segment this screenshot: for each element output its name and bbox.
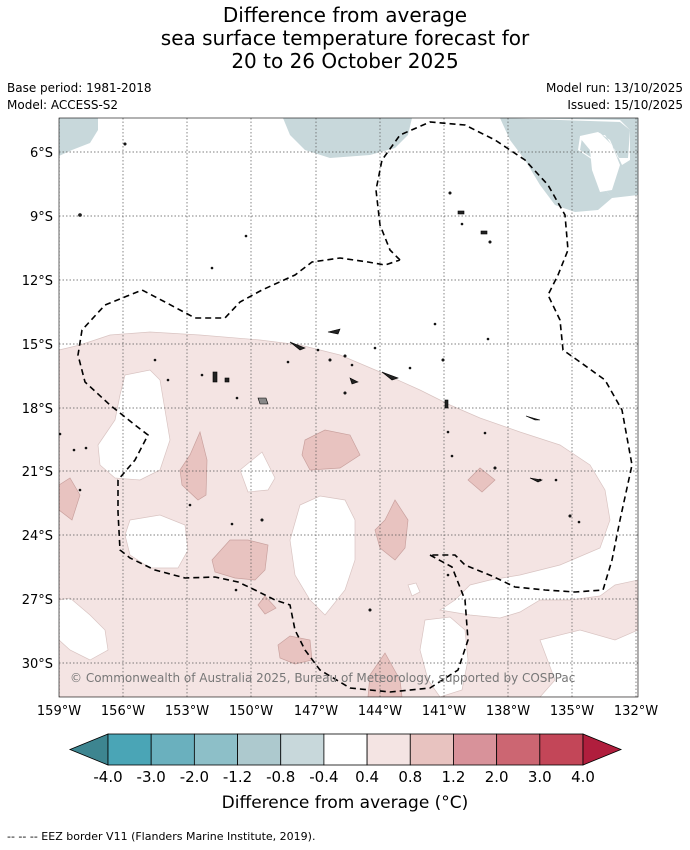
title-line-2: sea surface temperature forecast for — [160, 26, 530, 50]
colorbar-tick-label: 3.0 — [528, 768, 552, 786]
lat-tick-label: 9°S — [30, 210, 53, 225]
cool-hole — [580, 133, 620, 192]
colorbar-segment — [323, 733, 368, 766]
colorbar-tick-label: -0.8 — [266, 768, 295, 786]
eez-legend-note: -- -- -- EEZ border V11 (Flanders Marine… — [7, 830, 316, 843]
colorbar-tick-label: 1.2 — [442, 768, 466, 786]
lat-tick-label: 30°S — [22, 657, 53, 672]
map-frame — [58, 117, 639, 698]
anomaly-patch-1 — [301, 429, 361, 471]
colorbar-segment — [280, 733, 325, 766]
colorbar-segment — [539, 733, 584, 766]
lon-tick-label: 150°W — [229, 704, 273, 719]
lat-tick-label: 12°S — [22, 274, 53, 289]
lon-tick-label: 156°W — [101, 704, 145, 719]
model-run: Model run: 13/10/2025 — [545, 81, 683, 95]
neutral-pocket-4 — [124, 514, 189, 569]
meta-left: Base period: 1981-2018 Model: ACCESS-S2 — [7, 80, 152, 114]
lat-labels: 6°S 9°S 12°S 15°S 18°S 21°S 24°S 27°S 30… — [22, 146, 53, 672]
sst-anomaly-map: © Commonwealth of Australia 2025, Bureau… — [22, 117, 658, 786]
anomaly-patch-9 — [367, 652, 403, 697]
colorbar-tick-label: -2.0 — [180, 768, 209, 786]
lon-tick-label: 138°W — [486, 704, 530, 719]
anomaly-patch-5 — [59, 477, 81, 521]
anomaly-patch-6 — [467, 467, 496, 493]
colorbar-tick-label: -1.2 — [223, 768, 252, 786]
lon-tick-label: 153°W — [165, 704, 209, 719]
colorbar-extend-low — [68, 733, 109, 766]
colorbar-title: Difference from average (°C) — [221, 793, 469, 813]
colorbar-segment — [107, 733, 152, 766]
lon-tick-label: 141°W — [422, 704, 466, 719]
title-line-1: Difference from average — [222, 3, 468, 27]
colorbar-tick-label: -0.4 — [309, 768, 338, 786]
colorbar-tick-label: 2.0 — [485, 768, 509, 786]
map-title: Difference from average sea surface temp… — [0, 4, 690, 73]
issued-date: Issued: 15/10/2025 — [567, 98, 683, 112]
islands — [59, 142, 581, 612]
lon-tick-label: 159°W — [37, 704, 81, 719]
lat-tick-label: 24°S — [22, 529, 53, 544]
title-line-3: 20 to 26 October 2025 — [231, 49, 459, 73]
model-name: Model: ACCESS-S2 — [7, 98, 119, 112]
eez-border — [77, 121, 633, 693]
meta-right: Model run: 13/10/2025 Issued: 15/10/2025 — [546, 80, 683, 114]
lat-tick-label: 6°S — [30, 146, 53, 161]
colorbar-tick-label: 4.0 — [571, 768, 595, 786]
colorbar-labels: -4.0 -3.0 -2.0 -1.2 -0.8 -0.4 0.4 0.8 1.2 2.0 3.0 4… — [93, 768, 595, 786]
lon-tick-label: 147°W — [294, 704, 338, 719]
colorbar-extend-high — [582, 733, 623, 766]
colorbar — [68, 733, 623, 766]
anomaly-field-cool-n — [283, 118, 412, 158]
colorbar-segment — [453, 733, 498, 766]
colorbar-tick-label: -4.0 — [93, 768, 122, 786]
neutral-pocket-7 — [407, 582, 421, 597]
neutral-pocket-5 — [59, 597, 109, 661]
base-period: Base period: 1981-2018 — [7, 81, 152, 95]
neutral-pocket-3 — [289, 495, 356, 616]
neutral-pocket-1 — [97, 369, 171, 481]
copyright-notice: © Commonwealth of Australia 2025, Bureau… — [70, 671, 575, 685]
colorbar-segment — [193, 733, 238, 766]
lat-tick-label: 27°S — [22, 593, 53, 608]
colorbar-tick-label: 0.8 — [398, 768, 422, 786]
colorbar-segment — [409, 733, 454, 766]
anomaly-patch-4 — [211, 539, 269, 581]
colorbar-tick-label: -3.0 — [137, 768, 166, 786]
colorbar-segment — [496, 733, 541, 766]
anomaly-field-cool-nw — [59, 118, 98, 156]
colorbar-tick-label: 0.4 — [355, 768, 379, 786]
lat-tick-label: 15°S — [22, 338, 53, 353]
lon-tick-label: 135°W — [550, 704, 594, 719]
colorbar-segment — [237, 733, 282, 766]
colorbar-segment — [150, 733, 195, 766]
map-fields — [59, 118, 638, 697]
lon-labels: 159°W 156°W 153°W 150°W 147°W 144°W 141°… — [37, 704, 658, 719]
neutral-pocket-2 — [239, 451, 276, 493]
lon-tick-label: 144°W — [358, 704, 402, 719]
lon-tick-label: 132°W — [614, 704, 658, 719]
neutral-pocket-8 — [539, 629, 638, 697]
lat-tick-label: 21°S — [22, 465, 53, 480]
anomaly-patch-3 — [374, 499, 409, 561]
lat-tick-label: 18°S — [22, 402, 53, 417]
colorbar-segment — [366, 733, 411, 766]
